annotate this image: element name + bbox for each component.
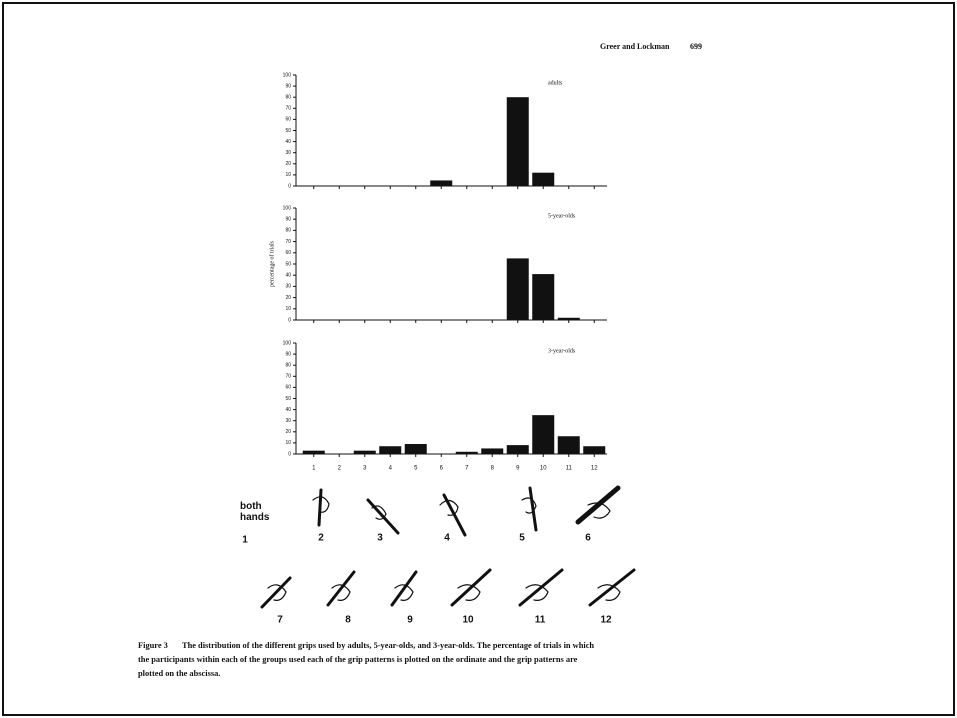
both-hands-line: both (240, 501, 262, 512)
y-tick-label: 60 (285, 385, 291, 391)
y-tick-label: 40 (285, 273, 291, 279)
y-tick-label: 90 (285, 217, 291, 223)
grip-number: 8 (345, 615, 351, 626)
bar (481, 448, 503, 454)
grip-number: 6 (585, 533, 591, 544)
y-tick-label: 30 (285, 284, 291, 290)
grip-number: 7 (277, 615, 283, 626)
running-head: Greer and Lockman (600, 42, 670, 51)
grip-illustrations (262, 488, 634, 607)
y-tick-label: 80 (285, 95, 291, 101)
y-tick-label: 60 (285, 117, 291, 123)
y-tick-label: 60 (285, 250, 291, 256)
y-tick-label: 20 (285, 161, 291, 167)
bar (532, 415, 554, 454)
y-tick-label: 90 (285, 351, 291, 357)
x-tick-label: 7 (465, 466, 469, 472)
y-tick-label: 80 (285, 228, 291, 234)
x-tick-label: 10 (540, 466, 547, 472)
bar (532, 173, 554, 186)
y-tick-label: 40 (285, 407, 291, 413)
y-tick-label: 70 (285, 106, 291, 112)
grip-number: 5 (519, 533, 525, 544)
bar (303, 451, 325, 454)
both-hands-line: hands (240, 512, 270, 523)
y-tick-label: 70 (285, 374, 291, 380)
page: Greer and Lockman 699 010203040506070809… (0, 0, 957, 718)
bar (583, 446, 605, 454)
bar (507, 258, 529, 320)
y-tick-label: 50 (285, 261, 291, 267)
bar (430, 180, 452, 186)
grip-number: 3 (377, 533, 383, 544)
y-tick-label: 100 (283, 72, 292, 78)
page-number: 699 (690, 42, 702, 51)
x-tick-label: 2 (338, 466, 342, 472)
caption-line: the participants within each of the grou… (138, 655, 578, 664)
y-tick-label: 0 (288, 183, 291, 189)
y-tick-label: 40 (285, 139, 291, 145)
y-tick-label: 100 (283, 340, 292, 346)
bar (558, 318, 580, 320)
page-border (3, 3, 954, 715)
y-axis-label: percentage of trials (268, 240, 275, 287)
bar (558, 436, 580, 454)
y-tick-label: 80 (285, 363, 291, 369)
y-tick-label: 10 (285, 172, 291, 178)
x-tick-label: 4 (389, 466, 393, 472)
bar (405, 444, 427, 454)
caption-line: plotted on the abscissa. (138, 669, 220, 678)
bar (507, 445, 529, 454)
x-tick-label: 11 (566, 466, 573, 472)
bar (379, 446, 401, 454)
y-tick-label: 20 (285, 429, 291, 435)
caption-line: The distribution of the different grips … (182, 641, 594, 650)
caption-label: Figure 3 (138, 641, 168, 650)
bar (507, 97, 529, 186)
y-tick-label: 20 (285, 295, 291, 301)
y-tick-label: 50 (285, 396, 291, 402)
grip-number: 4 (444, 533, 450, 544)
y-tick-label: 0 (288, 451, 291, 457)
grip-number: 9 (407, 615, 413, 626)
y-tick-label: 0 (288, 317, 291, 323)
y-tick-label: 30 (285, 418, 291, 424)
x-tick-label: 6 (440, 466, 444, 472)
panel-title: adults (548, 80, 563, 86)
y-tick-label: 30 (285, 150, 291, 156)
x-tick-label: 5 (414, 466, 418, 472)
y-tick-label: 10 (285, 306, 291, 312)
x-tick-label: 1 (312, 466, 316, 472)
y-tick-label: 50 (285, 128, 291, 134)
y-tick-label: 90 (285, 83, 291, 89)
grip-number: 12 (600, 615, 612, 626)
grip-number: 11 (535, 615, 546, 626)
y-tick-label: 10 (285, 440, 291, 446)
y-tick-label: 100 (283, 205, 292, 211)
y-tick-label: 70 (285, 239, 291, 245)
bar (456, 452, 478, 454)
grip-number: 1 (242, 535, 248, 546)
x-tick-label: 8 (491, 466, 495, 472)
bar (532, 274, 554, 320)
grip-number: 2 (318, 533, 324, 544)
x-tick-label: 9 (516, 466, 520, 472)
panel-title: 5-year-olds (548, 213, 576, 219)
x-tick-label: 3 (363, 466, 367, 472)
bar (354, 451, 376, 454)
panel-title: 3-year-olds (548, 348, 576, 354)
grip-number: 10 (462, 615, 474, 626)
x-tick-label: 12 (591, 466, 598, 472)
